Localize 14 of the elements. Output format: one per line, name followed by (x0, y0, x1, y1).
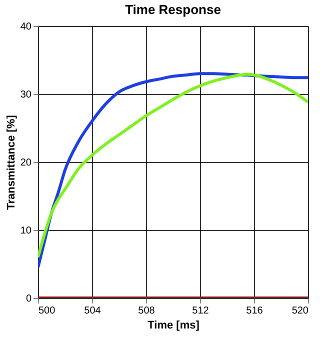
y-tick-label: 40 (20, 22, 32, 32)
x-tick-label: 516 (246, 306, 264, 316)
x-tick-label: 500 (38, 306, 56, 316)
y-tick-label: 0 (26, 294, 32, 304)
y-axis-title: Transmittance [%] (5, 114, 18, 210)
x-axis-title: Time [ms] (148, 320, 200, 332)
x-tick-label: 512 (192, 306, 210, 316)
y-tick-label: 20 (20, 158, 32, 168)
x-tick-label: 504 (84, 306, 102, 316)
y-tick-label: 30 (20, 90, 32, 100)
chart-title: Time Response (125, 2, 221, 17)
x-tick-label: 508 (138, 306, 156, 316)
x-tick-label: 520 (292, 306, 309, 316)
y-tick-label: 10 (20, 226, 32, 236)
